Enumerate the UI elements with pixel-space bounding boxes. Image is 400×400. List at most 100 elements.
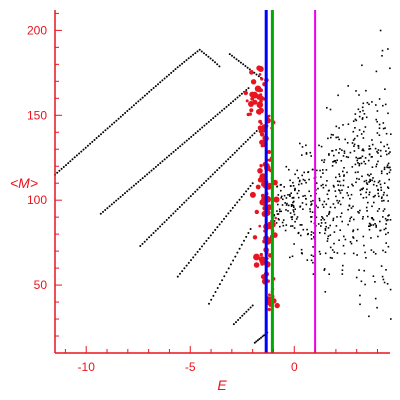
branch-point — [183, 267, 186, 270]
scatter-point — [374, 253, 377, 255]
scatter-point — [368, 193, 370, 196]
scatter-point — [374, 297, 377, 300]
scatter-point — [352, 184, 354, 187]
scatter-point — [361, 106, 364, 109]
branch-point — [216, 113, 219, 116]
red-point — [260, 122, 263, 125]
scatter-point — [372, 177, 374, 179]
scatter-point — [348, 204, 351, 207]
scatter-point — [389, 151, 391, 153]
scatter-point — [352, 120, 355, 122]
red-point — [259, 88, 264, 93]
scatter-point — [301, 174, 303, 177]
branch-point — [249, 228, 252, 230]
scatter-point — [334, 190, 337, 192]
scatter-point — [382, 216, 384, 218]
scatter-point — [370, 217, 373, 219]
scatter-point — [333, 242, 335, 245]
scatter-point — [332, 184, 335, 187]
branch-point — [255, 340, 258, 343]
scatter-point — [372, 183, 375, 186]
scatter-point — [382, 194, 385, 196]
branch-point — [225, 215, 228, 218]
scatter-point — [328, 273, 330, 275]
scatter-point — [356, 239, 358, 242]
branch-point — [228, 53, 231, 56]
scatter-point — [343, 152, 346, 154]
scatter-point — [365, 179, 368, 182]
scatter-point — [338, 180, 341, 183]
scatter-point — [324, 222, 327, 224]
scatter-point — [355, 90, 357, 92]
scatter-point — [368, 191, 371, 194]
branch-point — [108, 125, 111, 128]
scatter-point — [305, 181, 307, 184]
scatter-point — [285, 165, 288, 168]
scatter-point — [358, 164, 361, 167]
scatter-point — [279, 225, 281, 228]
scatter-point — [280, 210, 282, 213]
scatter-point — [338, 152, 340, 154]
scatter-point — [286, 202, 288, 205]
scatter-point — [377, 235, 379, 238]
scatter-point — [335, 195, 337, 198]
branch-point — [211, 173, 214, 176]
scatter-point — [375, 224, 377, 227]
branch-point — [78, 152, 81, 155]
scatter-point — [380, 197, 383, 200]
branch-point — [150, 88, 153, 91]
branch-point — [65, 164, 67, 167]
branch-point — [95, 137, 98, 139]
branch-point — [190, 135, 193, 138]
branch-point — [239, 61, 242, 64]
scatter-point — [374, 281, 376, 283]
scatter-point — [357, 108, 360, 111]
branch-point — [148, 236, 151, 239]
scatter-point — [302, 208, 304, 210]
scatter-point — [310, 234, 313, 236]
branch-point — [146, 173, 149, 176]
scatter-point — [385, 269, 387, 271]
scatter-point — [291, 218, 293, 221]
scatter-point — [273, 214, 276, 216]
scatter-point — [373, 201, 375, 204]
scatter-point — [381, 55, 383, 57]
red-point — [256, 109, 262, 115]
branch-point — [201, 245, 203, 248]
branch-point — [236, 251, 239, 254]
scatter-point — [347, 156, 350, 159]
scatter-point — [302, 228, 305, 231]
scatter-point — [278, 210, 281, 213]
red-point — [260, 193, 265, 198]
branch-point — [214, 171, 216, 174]
scatter-point — [315, 216, 318, 219]
scatter-point — [338, 173, 340, 175]
scatter-point — [276, 185, 278, 188]
branch-point — [247, 232, 250, 234]
scatter-point — [368, 174, 371, 177]
branch-point — [200, 50, 203, 53]
scatter-point — [327, 137, 329, 140]
scatter-point — [336, 159, 338, 162]
scatter-point — [375, 185, 378, 187]
branch-point — [157, 83, 159, 86]
scatter-point — [375, 165, 377, 168]
branch-point — [248, 68, 251, 71]
scatter-point — [275, 222, 278, 224]
scatter-point — [380, 155, 382, 157]
red-point — [267, 150, 272, 154]
branch-point — [251, 134, 254, 137]
scatter-point — [382, 122, 385, 124]
scatter-point — [358, 163, 361, 165]
scatter-point — [387, 48, 389, 50]
branch-point — [58, 169, 61, 172]
scatter-point — [363, 113, 366, 115]
branch-point — [154, 165, 157, 168]
scatter-point — [336, 180, 339, 182]
scatter-point — [321, 203, 324, 206]
scatter-point — [377, 149, 380, 151]
branch-point — [220, 220, 223, 223]
scatter-point — [329, 206, 332, 209]
scatter-point — [342, 170, 344, 173]
scatter-point — [388, 214, 390, 216]
